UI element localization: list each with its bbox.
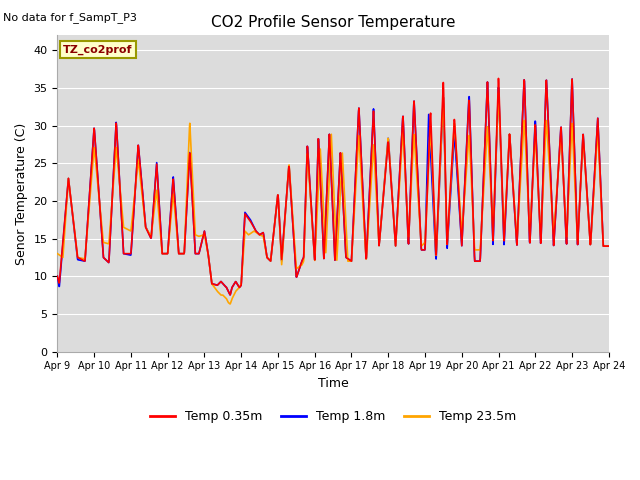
Y-axis label: Senor Temperature (C): Senor Temperature (C) — [15, 122, 28, 264]
Text: TZ_co2prof: TZ_co2prof — [63, 44, 132, 55]
X-axis label: Time: Time — [317, 377, 349, 390]
Title: CO2 Profile Sensor Temperature: CO2 Profile Sensor Temperature — [211, 15, 455, 30]
Legend: Temp 0.35m, Temp 1.8m, Temp 23.5m: Temp 0.35m, Temp 1.8m, Temp 23.5m — [145, 405, 522, 428]
Text: No data for f_SampT_P3: No data for f_SampT_P3 — [3, 12, 137, 23]
